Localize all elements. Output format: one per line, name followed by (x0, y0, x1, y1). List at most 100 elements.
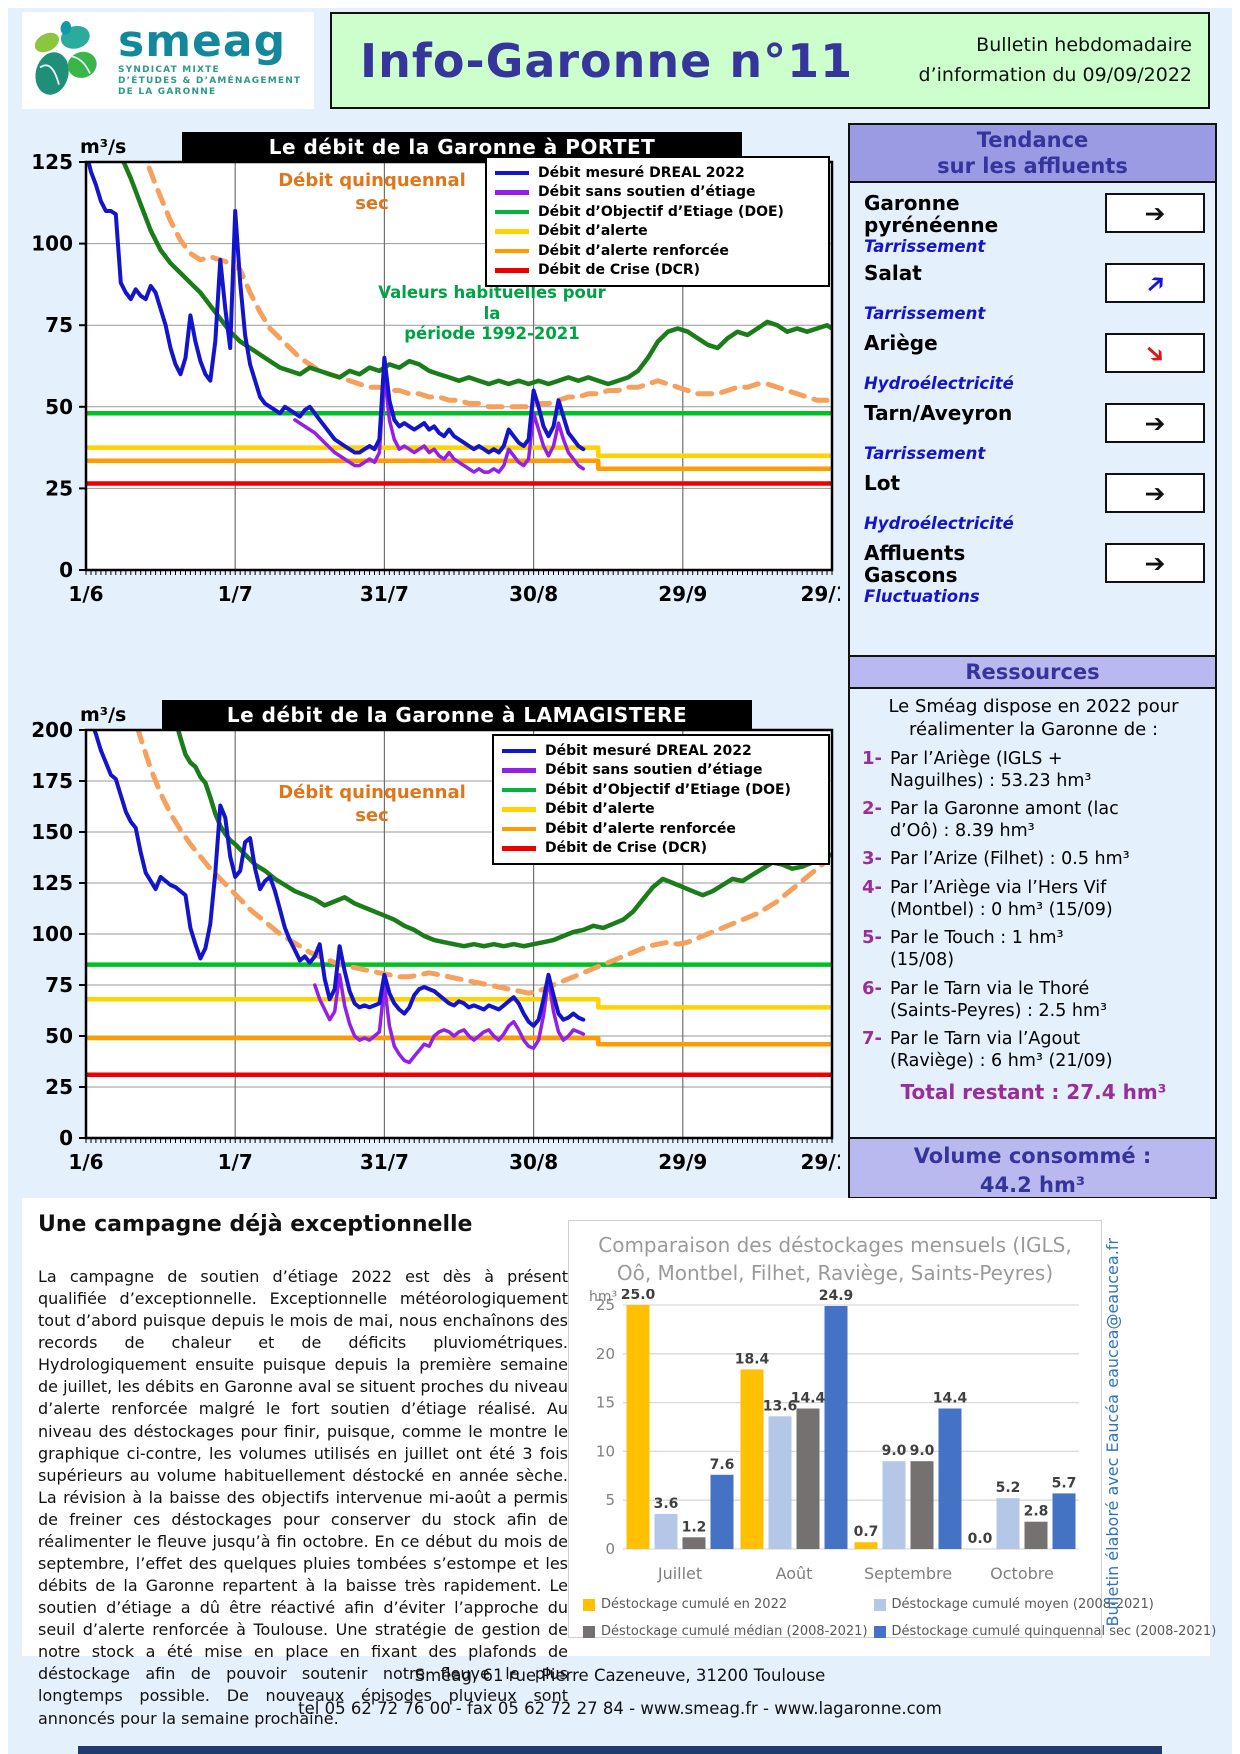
ressources-intro: Le Sméag dispose en 2022 pour réalimente… (888, 695, 1179, 741)
svg-text:14.4: 14.4 (791, 1391, 826, 1407)
legend-item: Débit d’alerte (502, 800, 820, 820)
smeag-logo: smeag SYNDICAT MIXTE D’ÉTUDES & D’AMÉNAG… (22, 12, 314, 109)
bar-octobre-d-stockage-cumul-moyen-2008-2021 (996, 1498, 1020, 1549)
bar-septembre-d-stockage-cumul-en-2022 (854, 1542, 878, 1549)
portet-chart-legend: Débit mesuré DREAL 2022 Débit sans soutie… (485, 156, 830, 287)
bar-chart-title: Comparaison des déstockages mensuels (IG… (598, 1233, 1072, 1285)
legend-color-swatch (502, 768, 536, 773)
legend-color-swatch (502, 826, 536, 831)
smeag-brand: smeag (118, 16, 287, 68)
series-d-bit-d-alerte (86, 445, 832, 459)
tributary-status: Tarrissement (864, 237, 986, 257)
bar-septembre-d-stockage-cumul-quinquennal-sec-2008-2021 (938, 1408, 962, 1549)
svg-text:5: 5 (605, 1491, 615, 1509)
svg-text:25: 25 (596, 1296, 615, 1314)
bar-legend-color-swatch (583, 1625, 595, 1638)
svg-text:13.6: 13.6 (763, 1398, 798, 1414)
svg-text:50: 50 (45, 395, 73, 419)
article-section: Une campagne déjà exceptionnelle La camp… (22, 1198, 1216, 1728)
ressource-item-number: 7- (862, 1027, 882, 1049)
ressource-item: 2- Par la Garonne amont (lac d’Oô) : 8.39… (862, 797, 1119, 842)
ressource-item: 7- Par le Tarn via l’Agout (Raviège) : 6 … (862, 1027, 1113, 1072)
ressource-item: 6- Par le Tarn via le Thoré (Saints-Peyre… (862, 977, 1108, 1021)
svg-text:75: 75 (45, 973, 73, 997)
bar-juillet-d-stockage-cumul-moyen-2008-2021 (654, 1513, 678, 1549)
tributary-status: Tarrissement (864, 444, 986, 463)
footer-link-smeag[interactable]: www.smeag.fr (640, 1699, 758, 1718)
bar-legend-item: Déstockage cumulé quinquennal sec (2008-… (873, 1624, 1216, 1639)
legend-color-swatch (495, 268, 529, 273)
footer-link-lagaronne[interactable]: www.lagaronne.com (774, 1699, 942, 1718)
svg-text:125: 125 (31, 150, 73, 174)
bar-chart-plot-area: hm³ 0 5 10 15 20 25 25.0 3.61.2 7.6 Juillet 18.4 13.… (589, 1287, 1079, 1583)
footer-address: Sméag, 61 rue Pierre Cazeneuve, 31200 To… (414, 1666, 826, 1685)
tendance-item-lot: Lot ➔ Hydroélectricité (864, 472, 1205, 543)
svg-text:3.6: 3.6 (654, 1496, 679, 1512)
trend-right-arrow-box: ➔ (1105, 193, 1205, 233)
bar-juillet-d-stockage-cumul-m-dian-2008-2021 (682, 1537, 706, 1549)
bar-legend-color-swatch (583, 1598, 595, 1611)
svg-text:25: 25 (45, 1075, 73, 1099)
article-body: La campagne de soutien d’étiage 2022 est… (38, 1267, 568, 1728)
legend-item: Débit d’Objectif d’Etiage (DOE) (495, 202, 820, 222)
legend-label: Débit mesuré DREAL 2022 (538, 164, 745, 181)
trend-right-arrow-box: ➔ (1105, 543, 1205, 583)
legend-item: Débit sans soutien d’étiage (495, 183, 820, 203)
svg-text:1/6: 1/6 (68, 582, 103, 606)
svg-text:1.2: 1.2 (682, 1519, 707, 1535)
ressource-item-number: 2- (862, 797, 882, 819)
legend-item: Débit d’Objectif d’Etiage (DOE) (502, 780, 820, 800)
tributary-status: Tarrissement (864, 304, 986, 323)
trend-right-arrow-icon: ➔ (1144, 198, 1166, 228)
bar-legend-label: Déstockage cumulé moyen (2008-2021) (891, 1597, 1154, 1612)
bar-legend-item: Déstockage cumulé moyen (2008-2021) (873, 1597, 1217, 1612)
legend-color-swatch (502, 748, 536, 753)
tendance-panel-title: Tendance sur les affluents (850, 124, 1215, 183)
legend-color-swatch (502, 787, 536, 792)
svg-text:200: 200 (31, 718, 73, 742)
bulletin-header: Info-Garonne n°11 Bulletin hebdomadaire … (330, 12, 1210, 109)
bar-legend-item: Déstockage cumulé médian (2008-2021) (583, 1624, 868, 1639)
legend-label: Débit d’alerte renforcée (538, 242, 729, 259)
legend-item: Débit d’alerte (495, 222, 820, 242)
svg-text:24.9: 24.9 (819, 1289, 854, 1304)
legend-label: Débit d’Objectif d’Etiage (DOE) (545, 781, 791, 798)
series-d-bit-d-alerte-renforc-e (86, 1035, 832, 1047)
legend-label: Débit sans soutien d’étiage (545, 762, 763, 779)
ressources-panel: Ressources Le Sméag dispose en 2022 pour… (848, 654, 1217, 1140)
tendance-title-line2: sur les affluents (937, 153, 1128, 178)
bar-ao-t-d-stockage-cumul-quinquennal-sec-2008-2021 (824, 1306, 848, 1549)
tributary-name: Garonne pyrénéenne (864, 191, 999, 237)
y-axis-unit-label: m³/s (80, 136, 127, 158)
ressource-item-number: 6- (862, 977, 882, 999)
bar-octobre-d-stockage-cumul-quinquennal-sec-2008-2021 (1052, 1493, 1076, 1549)
bottom-border-bar (78, 1746, 1162, 1754)
article-heading: Une campagne déjà exceptionnelle (38, 1212, 473, 1237)
tributary-status: Fluctuations (864, 587, 980, 607)
svg-text:14.4: 14.4 (933, 1391, 968, 1407)
svg-text:75: 75 (45, 313, 73, 337)
series-d-bit-d-alerte-renforc-e (86, 458, 832, 472)
eaucea-email-link[interactable]: eaucea@eaucea.fr (1103, 1238, 1122, 1388)
legend-label: Débit d’alerte (538, 223, 648, 240)
series-valeurs-habituelles-1992-2021 (120, 161, 832, 387)
bulletin-subtitle: Bulletin hebdomadaire d’information du 0… (919, 31, 1192, 90)
smeag-tagline: SYNDICAT MIXTE D’ÉTUDES & D’AMÉNAGEMENT … (118, 65, 301, 99)
bulletin-credit-note: Bulletin élaboré avec Eaucéa (1103, 1393, 1122, 1627)
trend-right-arrow-box: ➔ (1105, 403, 1205, 443)
bar-octobre-d-stockage-cumul-m-dian-2008-2021 (1024, 1521, 1048, 1549)
legend-label: Débit de Crise (DCR) (538, 262, 701, 279)
trend-down-right-arrow-icon: ➔ (1137, 335, 1173, 371)
tendance-item-tarn-aveyron: Tarn/Aveyron ➔ Tarrissement (864, 401, 1205, 473)
legend-label: Débit mesuré DREAL 2022 (545, 742, 752, 759)
svg-text:10: 10 (596, 1442, 615, 1460)
tendance-item-garonne-pyr-n-enne: Garonne pyrénéenne ➔ Tarrissement (864, 191, 1205, 263)
footer-link-separator: - (757, 1699, 775, 1718)
tributary-name: Tarn/Aveyron (864, 401, 1013, 425)
smeag-tagline-line3: DE LA GARONNE (118, 87, 217, 98)
tendance-items: Garonne pyrénéenne ➔ Tarrissement Salat ➔ Tar… (850, 183, 1215, 655)
bar-legend-item: Déstockage cumulé en 2022 (583, 1597, 868, 1612)
series-d-bit-quinquennal-sec (143, 161, 830, 410)
svg-text:5.2: 5.2 (996, 1480, 1021, 1496)
svg-text:0.7: 0.7 (854, 1524, 879, 1540)
